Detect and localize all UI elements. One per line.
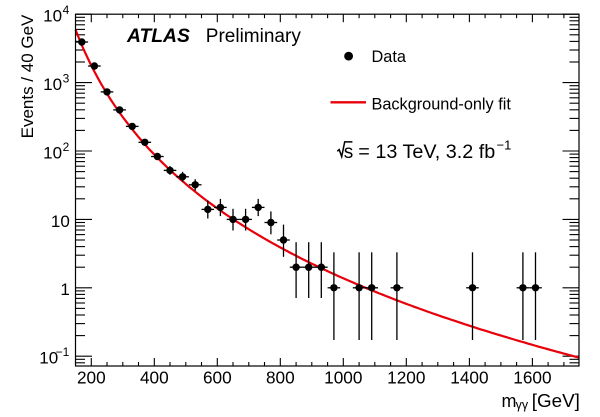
svg-text:γγ: γγ bbox=[516, 398, 529, 412]
svg-text:1600: 1600 bbox=[513, 368, 551, 388]
svg-text:1: 1 bbox=[60, 280, 69, 299]
svg-text:200: 200 bbox=[77, 368, 106, 388]
svg-text:−1: −1 bbox=[497, 138, 512, 153]
svg-text:1200: 1200 bbox=[387, 368, 425, 388]
svg-text:−1: −1 bbox=[56, 345, 70, 359]
svg-text:ATLAS: ATLAS bbox=[126, 26, 190, 47]
svg-text:400: 400 bbox=[140, 368, 169, 388]
svg-text:1400: 1400 bbox=[450, 368, 488, 388]
svg-text:Preliminary: Preliminary bbox=[206, 26, 302, 47]
svg-text:= 13 TeV, 3.2 fb: = 13 TeV, 3.2 fb bbox=[358, 141, 495, 163]
svg-text:600: 600 bbox=[203, 368, 232, 388]
svg-text:3: 3 bbox=[63, 72, 70, 86]
svg-text:10: 10 bbox=[43, 143, 62, 162]
svg-text:10: 10 bbox=[43, 7, 62, 26]
svg-text:s: s bbox=[344, 142, 354, 163]
svg-text:2: 2 bbox=[63, 140, 70, 154]
svg-text:800: 800 bbox=[266, 368, 295, 388]
svg-text:m: m bbox=[502, 391, 517, 411]
svg-text:Data: Data bbox=[372, 48, 407, 66]
svg-text:10: 10 bbox=[39, 349, 58, 368]
svg-text:10: 10 bbox=[51, 212, 70, 231]
svg-text:[GeV]: [GeV] bbox=[532, 390, 580, 411]
svg-text:1000: 1000 bbox=[324, 368, 362, 388]
svg-text:Events / 40 GeV: Events / 40 GeV bbox=[18, 14, 37, 138]
svg-text:Background-only fit: Background-only fit bbox=[372, 96, 512, 114]
svg-text:10: 10 bbox=[43, 75, 62, 94]
svg-text:4: 4 bbox=[63, 3, 70, 17]
